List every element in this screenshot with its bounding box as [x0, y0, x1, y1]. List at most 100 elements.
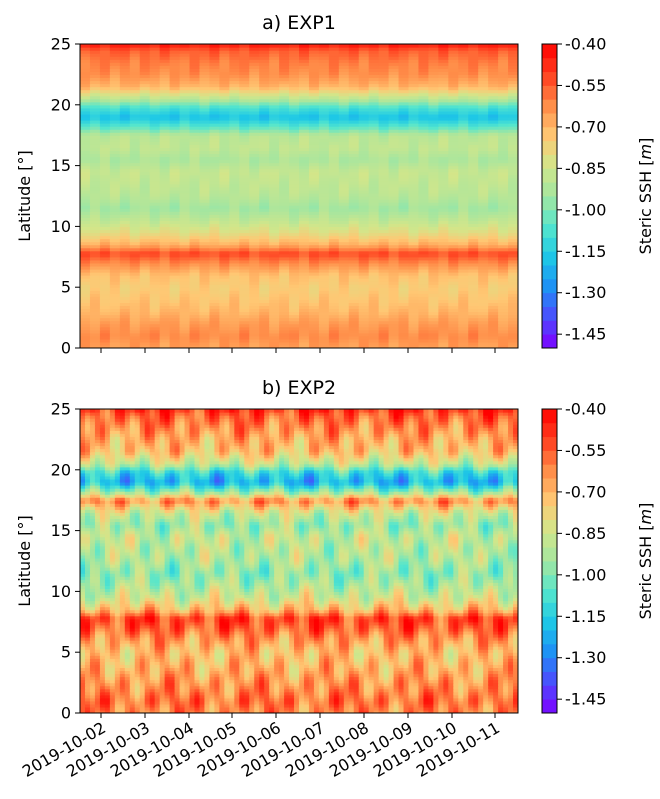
heatmap-cell: [179, 208, 191, 212]
heatmap-cell: [249, 700, 255, 705]
heatmap-cell: [488, 262, 499, 267]
heatmap-cell: [308, 329, 320, 334]
heatmap-cell: [139, 250, 151, 255]
heatmap-cell: [458, 332, 469, 337]
heatmap-cell: [353, 697, 360, 702]
heatmap-cell: [318, 296, 330, 300]
heatmap-cell: [348, 262, 360, 267]
heatmap-cell: [119, 290, 131, 294]
heatmap-cell: [209, 77, 220, 82]
heatmap-cell: [269, 341, 280, 346]
heatmap-cell: [358, 229, 370, 234]
heatmap-cell: [498, 126, 509, 130]
heatmap-cell: [129, 189, 141, 194]
heatmap-cell: [229, 183, 240, 188]
heatmap-cell: [139, 709, 146, 713]
heatmap-cell: [249, 174, 260, 179]
heatmap-cell: [89, 278, 101, 282]
heatmap-cell: [308, 86, 320, 91]
heatmap-cell: [438, 247, 449, 252]
heatmap-cell: [338, 153, 350, 158]
heatmap-cell: [483, 700, 489, 705]
heatmap-cell: [408, 71, 420, 75]
heatmap-cell: [448, 697, 454, 702]
heatmap-cell: [388, 338, 400, 343]
heatmap-cell: [249, 272, 260, 276]
heatmap-cell: [418, 703, 425, 708]
heatmap-cell: [318, 65, 330, 69]
heatmap-cell: [498, 89, 509, 94]
heatmap-cell: [89, 235, 101, 240]
heatmap-cell: [289, 123, 300, 127]
heatmap-cell: [333, 697, 340, 702]
heatmap-cell: [318, 141, 330, 145]
heatmap-cell: [458, 226, 469, 231]
heatmap-cell: [99, 113, 111, 118]
heatmap-cell: [418, 272, 429, 276]
heatmap-cell: [89, 700, 96, 705]
heatmap-cell: [199, 290, 210, 294]
heatmap-cell: [269, 168, 280, 173]
heatmap-cell: [179, 226, 191, 231]
heatmap-cell: [498, 86, 509, 91]
heatmap-cell: [119, 101, 131, 106]
heatmap-cell: [89, 68, 101, 72]
heatmap-cell: [249, 706, 255, 711]
heatmap-cell: [368, 68, 380, 72]
heatmap-cell: [408, 156, 420, 161]
heatmap-cell: [139, 107, 151, 112]
heatmap-cell: [508, 177, 518, 182]
heatmap-cell: [149, 162, 161, 167]
heatmap-cell: [398, 311, 410, 316]
heatmap-cell: [199, 153, 210, 158]
heatmap-cell: [348, 159, 360, 164]
heatmap-cell: [348, 104, 360, 109]
heatmap-cell: [508, 250, 518, 255]
heatmap-cell: [199, 199, 210, 203]
heatmap-cell: [199, 697, 206, 702]
heatmap-cell: [428, 706, 434, 711]
heatmap-cell: [80, 186, 91, 191]
heatmap-cell: [179, 697, 186, 702]
heatmap-cell: [438, 77, 449, 82]
heatmap-cell: [149, 95, 161, 100]
heatmap-cell: [289, 196, 300, 200]
heatmap-cell: [338, 238, 350, 243]
heatmap-cell: [99, 241, 111, 246]
heatmap-cell: [249, 211, 260, 215]
heatmap-cell: [109, 208, 121, 212]
heatmap-cell: [159, 107, 171, 112]
heatmap-cell: [259, 116, 270, 121]
heatmap-cell: [398, 126, 410, 130]
heatmap-cell: [139, 232, 151, 237]
heatmap-cell: [139, 56, 151, 60]
heatmap-cell: [209, 113, 220, 118]
heatmap-cell: [259, 247, 270, 252]
heatmap-cell: [169, 256, 181, 261]
heatmap-cell: [328, 189, 340, 194]
heatmap-cell: [189, 101, 201, 106]
heatmap-cell: [378, 44, 390, 48]
heatmap-cell: [99, 144, 111, 148]
heatmap-cell: [348, 706, 355, 711]
heatmap-cell: [348, 335, 360, 340]
heatmap-cell: [284, 706, 290, 711]
heatmap-cell: [229, 250, 240, 255]
heatmap-cell: [338, 320, 350, 325]
heatmap-cell: [308, 247, 320, 252]
heatmap-cell: [358, 247, 370, 252]
heatmap-cell: [413, 709, 420, 713]
heatmap-cell: [264, 706, 270, 711]
heatmap-cell: [129, 196, 141, 200]
heatmap-cell: [239, 183, 250, 188]
heatmap-cell: [303, 697, 310, 702]
heatmap-cell: [209, 156, 220, 161]
heatmap-cell: [498, 709, 504, 713]
heatmap-cell: [378, 138, 390, 142]
heatmap-cell: [219, 174, 230, 179]
heatmap-cell: [80, 320, 91, 325]
heatmap-cell: [398, 202, 410, 206]
heatmap-cell: [119, 86, 131, 91]
heatmap-cell: [259, 299, 270, 303]
heatmap-cell: [358, 165, 370, 170]
